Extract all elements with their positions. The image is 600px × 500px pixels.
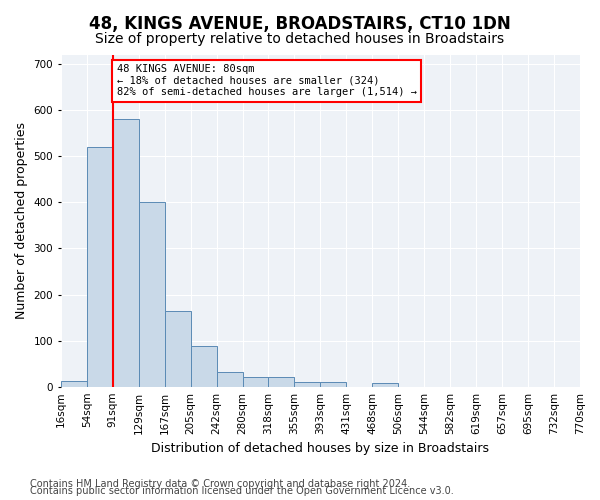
Bar [164, 310, 191, 386]
Y-axis label: Number of detached properties: Number of detached properties [15, 122, 28, 320]
Text: 48, KINGS AVENUE, BROADSTAIRS, CT10 1DN: 48, KINGS AVENUE, BROADSTAIRS, CT10 1DN [89, 15, 511, 33]
Bar [320, 382, 346, 386]
Text: 48 KINGS AVENUE: 80sqm
← 18% of detached houses are smaller (324)
82% of semi-de: 48 KINGS AVENUE: 80sqm ← 18% of detached… [116, 64, 416, 98]
Bar [268, 378, 295, 386]
Bar [242, 378, 268, 386]
Bar [139, 202, 164, 386]
X-axis label: Distribution of detached houses by size in Broadstairs: Distribution of detached houses by size … [151, 442, 490, 455]
Text: Contains public sector information licensed under the Open Government Licence v3: Contains public sector information licen… [30, 486, 454, 496]
Bar [295, 382, 320, 386]
Bar [217, 372, 242, 386]
Bar [61, 380, 87, 386]
Text: Contains HM Land Registry data © Crown copyright and database right 2024.: Contains HM Land Registry data © Crown c… [30, 479, 410, 489]
Text: Size of property relative to detached houses in Broadstairs: Size of property relative to detached ho… [95, 32, 505, 46]
Bar [113, 120, 139, 386]
Bar [87, 147, 113, 386]
Bar [191, 346, 217, 387]
Bar [373, 383, 398, 386]
